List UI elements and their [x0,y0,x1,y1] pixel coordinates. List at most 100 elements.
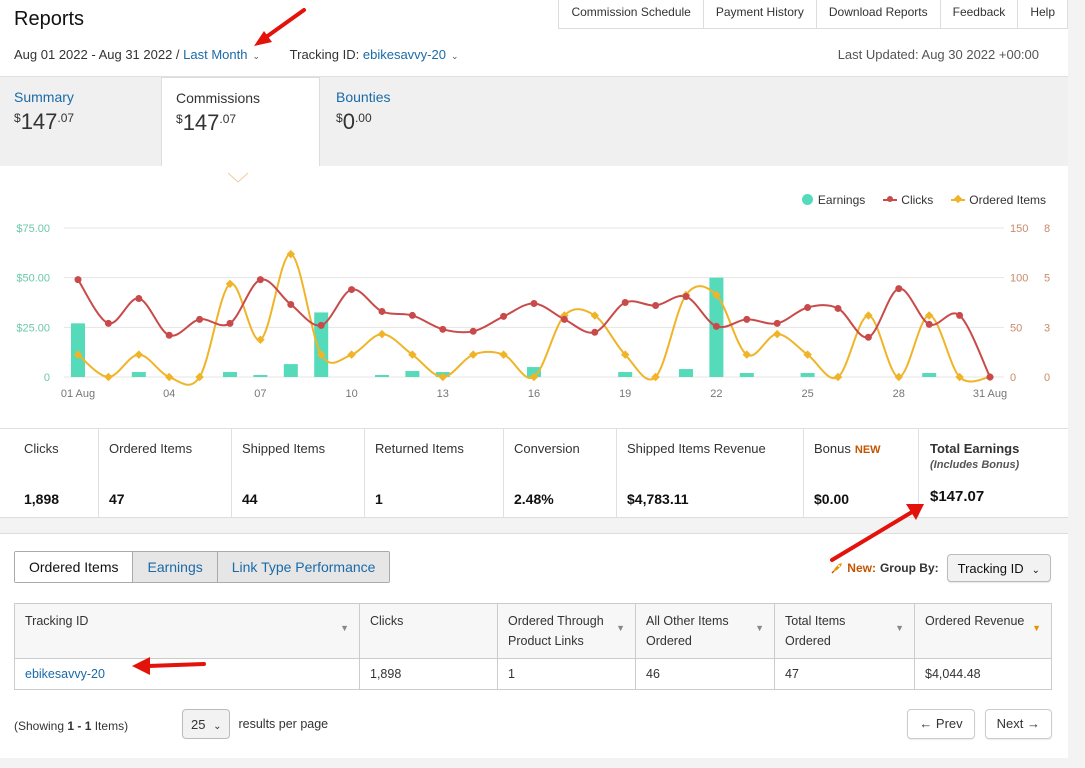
clicks-point [135,295,143,303]
ordered-items-point [651,372,660,382]
payment-history-link[interactable]: Payment History [704,0,817,28]
ordered-items-point [256,335,265,344]
ordered-items-line [77,253,991,386]
cell-all-other: 46 [635,658,775,690]
tracking-id-dropdown[interactable]: Tracking ID: ebikesavvy-20 ⌄ [290,47,459,62]
x-tick-label: 04 [163,388,175,400]
earnings-bar [618,372,633,377]
x-tick-label: 19 [619,388,631,400]
ordered-items-point [864,311,873,320]
earnings-bar [283,364,298,377]
clicks-point [560,315,568,323]
report-tabs: Summary $147.07 Commissions $147.07 Boun… [0,76,1068,171]
col-all-other-items[interactable]: All Other Items Ordered ▼ [635,603,775,659]
ordered-items-point [438,372,448,382]
sort-icon[interactable]: ▼ [755,623,764,633]
tab-label: Summary [14,89,74,105]
tab-ordered-items[interactable]: Ordered Items [15,552,133,582]
tracking-id-link[interactable]: ebikesavvy-20 [25,667,105,681]
y-tick-label: 150 [1010,223,1028,235]
chart-legend: Earnings Clicks Ordered Items [801,193,1046,207]
clicks-point [621,299,629,306]
chevron-down-icon: ⌄ [252,51,261,61]
x-tick-label: 28 [893,388,905,400]
cell-total-items: 47 [774,658,915,690]
metric-bonus: Bonus NEW $0.00 [804,429,919,517]
earnings-bar [405,371,420,377]
x-tick-label: 10 [345,388,357,400]
cell-ordered-through: 1 [497,658,636,690]
earnings-bar [223,372,237,377]
ordered-items-point [316,350,326,359]
feedback-link[interactable]: Feedback [941,0,1019,28]
chevron-down-icon: ⌄ [450,51,459,61]
earnings-bar [679,369,693,377]
ordered-items-point [833,372,843,382]
col-tracking-id[interactable]: Tracking ID ▼ [14,603,360,659]
commission-schedule-link[interactable]: Commission Schedule [559,0,704,28]
help-link[interactable]: Help [1018,0,1068,28]
ordered-items-point [499,350,508,359]
tab-summary[interactable]: Summary $147.07 [0,77,88,171]
tab-label: Commissions [176,90,261,106]
y-tick-label: $25.00 [16,322,50,334]
y-tick-label: 0 [1044,372,1050,384]
clicks-point [196,315,204,323]
table-row: ebikesavvy-20 1,898 1 46 47 $4,044.48 [14,658,1052,690]
clicks-point [439,325,447,333]
clicks-point [986,373,994,381]
cell-clicks: 1,898 [359,658,498,690]
ordered-items-point [620,350,630,359]
prev-button[interactable]: ← Prev [907,709,975,739]
legend-clicks[interactable]: Clicks [883,193,933,207]
clicks-point [895,285,903,293]
y-tick-label: 50 [1010,322,1022,334]
y-tick-label: 5 [1044,273,1050,285]
earnings-chart: $75.00 150 8 $50.00 100 5 $25.00 50 3 0 0 0 01 Aug 04… [16,223,1050,400]
col-total-items-ordered[interactable]: Total Items Ordered ▼ [774,603,915,659]
download-reports-link[interactable]: Download Reports [817,0,941,28]
clicks-point [469,327,477,335]
clicks-point [378,307,386,315]
earnings-bar [71,323,85,377]
date-preset-dropdown[interactable]: Last Month ⌄ [183,47,261,62]
clicks-point [317,321,325,329]
clicks-point [348,286,356,294]
col-ordered-revenue[interactable]: Ordered Revenue ▼ [914,603,1052,659]
legend-earnings[interactable]: Earnings [801,193,865,207]
per-page-select[interactable]: 25 ⌄ [182,709,231,739]
sort-icon[interactable]: ▼ [895,623,904,633]
showing-count: (Showing 1 - 1 Items) [14,719,129,733]
tab-link-type-performance[interactable]: Link Type Performance [216,552,390,582]
ordered-items-point [468,350,478,359]
page-title: Reports [14,8,85,30]
ordered-items-point [225,279,235,289]
sort-icon[interactable]: ▼ [1032,623,1041,633]
metric-total-earnings: Total Earnings (Includes Bonus) $147.07 [930,441,1020,505]
clicks-point [743,315,751,323]
legend-ordered-items[interactable]: Ordered Items [951,193,1046,207]
group-by-control: New: Group By: Tracking ID ⌄ [830,554,1051,582]
ordered-items-point [195,372,204,382]
ordered-items-point [590,311,600,320]
clicks-point [74,276,82,284]
col-clicks[interactable]: Clicks [359,603,498,659]
tab-commissions[interactable]: Commissions $147.07 [161,77,320,171]
tab-earnings[interactable]: Earnings [132,552,217,582]
tab-bounties[interactable]: Bounties $0.00 [322,77,404,171]
clicks-point [834,304,842,312]
ordered-items-point [377,329,387,339]
y-tick-label: $75.00 [16,223,50,235]
next-button[interactable]: Next → [984,709,1052,739]
ordered-items-point [347,350,356,359]
col-ordered-through-product-links[interactable]: Ordered Through Product Links ▼ [497,603,636,659]
new-label: New: [847,561,876,575]
group-by-select[interactable]: Tracking ID ⌄ [946,554,1051,582]
y-tick-label: 0 [44,372,50,384]
cell-tracking-id[interactable]: ebikesavvy-20 [14,658,360,690]
x-tick-label: 01 Aug [61,388,95,400]
sort-icon[interactable]: ▼ [340,623,349,633]
sort-icon[interactable]: ▼ [616,623,625,633]
new-badge: NEW [854,444,881,456]
ordered-items-table: Tracking ID ▼ Clicks Ordered Through Prod… [14,603,1052,690]
